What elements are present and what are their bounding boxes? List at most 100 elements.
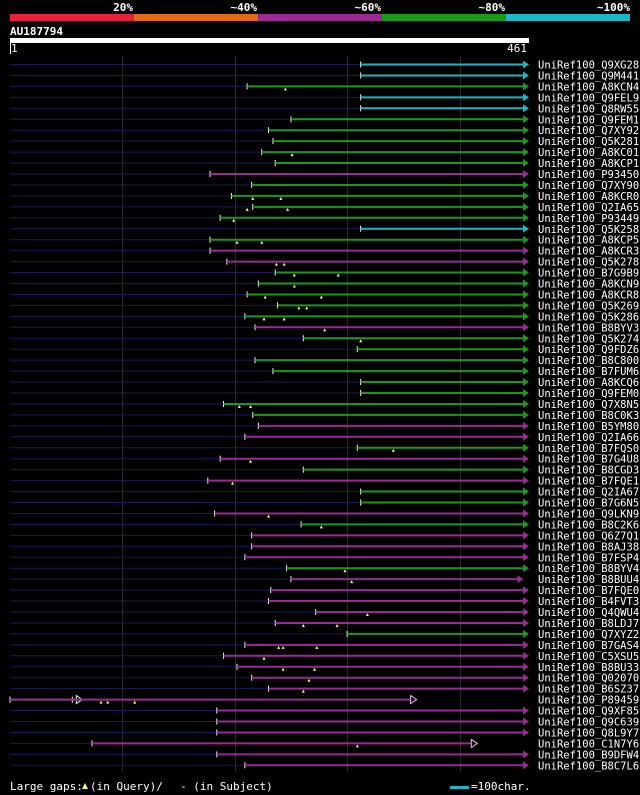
hit-row[interactable]: UniRef100_A8KCR0	[10, 191, 639, 203]
hit-row[interactable]: UniRef100_Q5K286	[10, 311, 639, 323]
hit-label[interactable]: UniRef100_B7GAS4	[538, 640, 639, 652]
hit-row[interactable]: UniRef100_Q7XY92	[10, 125, 639, 137]
hit-row[interactable]: UniRef100_A8KCN4	[10, 81, 639, 93]
hit-row[interactable]: UniRef100_B8LDJ7	[10, 618, 639, 630]
hit-label[interactable]: UniRef100_B8C7L6	[538, 760, 639, 772]
hit-label[interactable]: UniRef100_Q9XF85	[538, 706, 639, 718]
hit-label[interactable]: UniRef100_Q7XYZ2	[538, 629, 639, 641]
hit-row[interactable]: UniRef100_B6SZ37	[10, 684, 639, 696]
hit-label[interactable]: UniRef100_Q7XY90	[538, 180, 639, 192]
hit-row[interactable]: UniRef100_Q8L9Y7	[10, 727, 639, 739]
hit-row[interactable]: UniRef100_Q9M441	[10, 70, 639, 82]
hit-label[interactable]: UniRef100_B7FQE1	[538, 476, 639, 488]
hit-label[interactable]: UniRef100_B7G6N5	[538, 498, 639, 510]
hit-row[interactable]: UniRef100_Q9XF85	[10, 706, 639, 718]
hit-row[interactable]: UniRef100_P93450	[10, 169, 639, 181]
hit-label[interactable]: UniRef100_Q9XG28	[538, 60, 639, 72]
hit-row[interactable]: UniRef100_B7G9B9	[10, 268, 639, 280]
hit-row[interactable]: UniRef100_Q5K269	[10, 300, 639, 312]
hit-row[interactable]: UniRef100_B7G6N5	[10, 498, 639, 510]
hit-label[interactable]: UniRef100_A8KCN4	[538, 81, 639, 93]
hit-label[interactable]: UniRef100_Q7XY92	[538, 125, 639, 137]
hit-row[interactable]: UniRef100_Q7X8N5	[10, 399, 639, 411]
hit-label[interactable]: UniRef100_Q8L9Y7	[538, 727, 639, 739]
hit-label[interactable]: UniRef100_A8KCR3	[538, 246, 639, 258]
hit-label[interactable]: UniRef100_Q2IA65	[538, 202, 639, 214]
hit-row[interactable]: UniRef100_Q9FEM0	[10, 388, 639, 400]
hit-label[interactable]: UniRef100_B8BU33	[538, 662, 639, 674]
hit-label[interactable]: UniRef100_B7G4U8	[538, 454, 639, 466]
hit-label[interactable]: UniRef100_B7FSP4	[538, 552, 639, 564]
hit-label[interactable]: UniRef100_B9DFW4	[538, 749, 639, 761]
hit-label[interactable]: UniRef100_A8KCQ6	[538, 377, 639, 389]
hit-row[interactable]: UniRef100_B8AJ38	[10, 541, 639, 553]
hit-label[interactable]: UniRef100_B8C2K6	[538, 519, 639, 531]
hit-label[interactable]: UniRef100_B6SZ37	[538, 684, 639, 696]
hit-label[interactable]: UniRef100_Q5K269	[538, 300, 639, 312]
hit-label[interactable]: UniRef100_P93449	[538, 213, 639, 225]
hit-row[interactable]: UniRef100_B7FQS0	[10, 443, 639, 455]
hit-label[interactable]: UniRef100_B5YM80	[538, 421, 639, 433]
hit-row[interactable]: UniRef100_Q9FEM1	[10, 114, 639, 126]
hit-row[interactable]: UniRef100_A8KCR8	[10, 289, 639, 301]
hit-row[interactable]: UniRef100_Q9C639	[10, 717, 639, 729]
hit-row[interactable]: UniRef100_Q9FDZ6	[10, 344, 639, 356]
hit-row[interactable]: UniRef100_Q2IA67	[10, 487, 639, 499]
hit-row[interactable]: UniRef100_B5YM80	[10, 421, 639, 433]
hit-row[interactable]: UniRef100_Q8RW55	[10, 103, 639, 115]
hit-label[interactable]: UniRef100_B8BYV3	[538, 322, 639, 334]
hit-label[interactable]: UniRef100_Q2IA67	[538, 487, 639, 499]
hit-label[interactable]: UniRef100_Q2IA66	[538, 432, 639, 444]
hit-row[interactable]: UniRef100_B8BUU4	[10, 574, 639, 586]
hit-label[interactable]: UniRef100_Q4QWU4	[538, 607, 639, 619]
hit-label[interactable]: UniRef100_Q9FEM0	[538, 388, 639, 400]
hit-row[interactable]: UniRef100_B9DFW4	[10, 749, 639, 761]
hit-label[interactable]: UniRef100_A8KCR8	[538, 289, 639, 301]
hit-label[interactable]: UniRef100_Q8RW55	[538, 103, 639, 115]
hit-row[interactable]: UniRef100_C5XSU5	[10, 651, 639, 663]
hit-row[interactable]: UniRef100_B8BYV4	[10, 563, 639, 575]
hit-row[interactable]: UniRef100_A8KC01	[10, 147, 639, 159]
hit-row[interactable]: UniRef100_Q5K258	[10, 224, 639, 236]
hit-label[interactable]: UniRef100_B8BYV4	[538, 563, 639, 575]
hit-label[interactable]: UniRef100_B8C800	[538, 355, 639, 367]
hit-label[interactable]: UniRef100_B8LDJ7	[538, 618, 639, 630]
hit-row[interactable]: UniRef100_B4FVT3	[10, 596, 639, 608]
hit-row[interactable]: UniRef100_P89459	[9, 695, 639, 707]
hit-label[interactable]: UniRef100_B8BUU4	[538, 574, 639, 586]
hit-label[interactable]: UniRef100_Q9LKN9	[538, 508, 639, 520]
hit-label[interactable]: UniRef100_Q9FEL9	[538, 92, 639, 104]
hit-row[interactable]: UniRef100_B7FSP4	[10, 552, 639, 564]
hit-row[interactable]: UniRef100_Q2IA65	[10, 202, 639, 214]
hit-label[interactable]: UniRef100_Q9C639	[538, 717, 639, 729]
hit-row[interactable]: UniRef100_B7FUM6	[10, 366, 639, 378]
hit-row[interactable]: UniRef100_C1N7Y6	[10, 738, 639, 750]
hit-label[interactable]: UniRef100_A8KC01	[538, 147, 639, 159]
hit-row[interactable]: UniRef100_B8CGD3	[10, 465, 639, 477]
hit-label[interactable]: UniRef100_Q02070	[538, 673, 639, 685]
hit-label[interactable]: UniRef100_Q5K281	[538, 136, 639, 148]
hit-label[interactable]: UniRef100_C5XSU5	[538, 651, 639, 663]
hit-label[interactable]: UniRef100_Q9M441	[538, 70, 639, 82]
hit-label[interactable]: UniRef100_C1N7Y6	[538, 738, 639, 750]
hit-row[interactable]: UniRef100_Q9XG28	[10, 60, 639, 72]
hit-row[interactable]: UniRef100_Q4QWU4	[10, 607, 639, 619]
hit-label[interactable]: UniRef100_B8CGD3	[538, 465, 639, 477]
hit-label[interactable]: UniRef100_P89459	[538, 695, 639, 707]
hit-row[interactable]: UniRef100_B8C2K6	[10, 519, 639, 531]
hit-label[interactable]: UniRef100_B7G9B9	[538, 268, 639, 280]
hit-row[interactable]: UniRef100_B7G4U8	[10, 454, 639, 466]
hit-label[interactable]: UniRef100_Q5K258	[538, 224, 639, 236]
hit-label[interactable]: UniRef100_A8KCR0	[538, 191, 639, 203]
hit-row[interactable]: UniRef100_Q9LKN9	[10, 508, 639, 520]
hit-row[interactable]: UniRef100_B8BU33	[10, 662, 639, 674]
hit-label[interactable]: UniRef100_Q5K274	[538, 333, 639, 345]
hit-label[interactable]: UniRef100_B7FQS0	[538, 443, 639, 455]
hit-label[interactable]: UniRef100_A8KCP1	[538, 158, 639, 170]
hit-row[interactable]: UniRef100_B8BYV3	[10, 322, 639, 334]
hit-row[interactable]: UniRef100_B7FQE0	[10, 585, 639, 597]
hit-row[interactable]: UniRef100_A8KCP1	[10, 158, 639, 170]
hit-label[interactable]: UniRef100_Q9FDZ6	[538, 344, 639, 356]
hit-row[interactable]: UniRef100_A8KCP5	[10, 235, 639, 247]
hit-label[interactable]: UniRef100_Q5K278	[538, 257, 639, 269]
